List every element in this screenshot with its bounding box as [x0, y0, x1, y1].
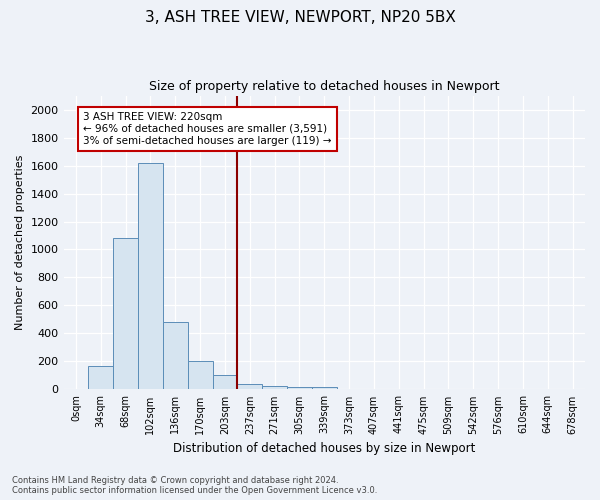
Bar [262, 386, 287, 390]
Bar [138, 162, 163, 390]
Text: 3 ASH TREE VIEW: 220sqm
← 96% of detached houses are smaller (3,591)
3% of semi-: 3 ASH TREE VIEW: 220sqm ← 96% of detache… [83, 112, 331, 146]
Bar [113, 238, 138, 390]
Text: 3, ASH TREE VIEW, NEWPORT, NP20 5BX: 3, ASH TREE VIEW, NEWPORT, NP20 5BX [145, 10, 455, 25]
Bar [188, 362, 212, 390]
Bar [88, 366, 113, 390]
Bar [287, 387, 312, 390]
Bar [312, 387, 337, 390]
X-axis label: Distribution of detached houses by size in Newport: Distribution of detached houses by size … [173, 442, 475, 455]
Text: Contains HM Land Registry data © Crown copyright and database right 2024.
Contai: Contains HM Land Registry data © Crown c… [12, 476, 377, 495]
Bar [163, 322, 188, 390]
Y-axis label: Number of detached properties: Number of detached properties [15, 155, 25, 330]
Title: Size of property relative to detached houses in Newport: Size of property relative to detached ho… [149, 80, 500, 93]
Bar [238, 384, 262, 390]
Bar [212, 376, 238, 390]
